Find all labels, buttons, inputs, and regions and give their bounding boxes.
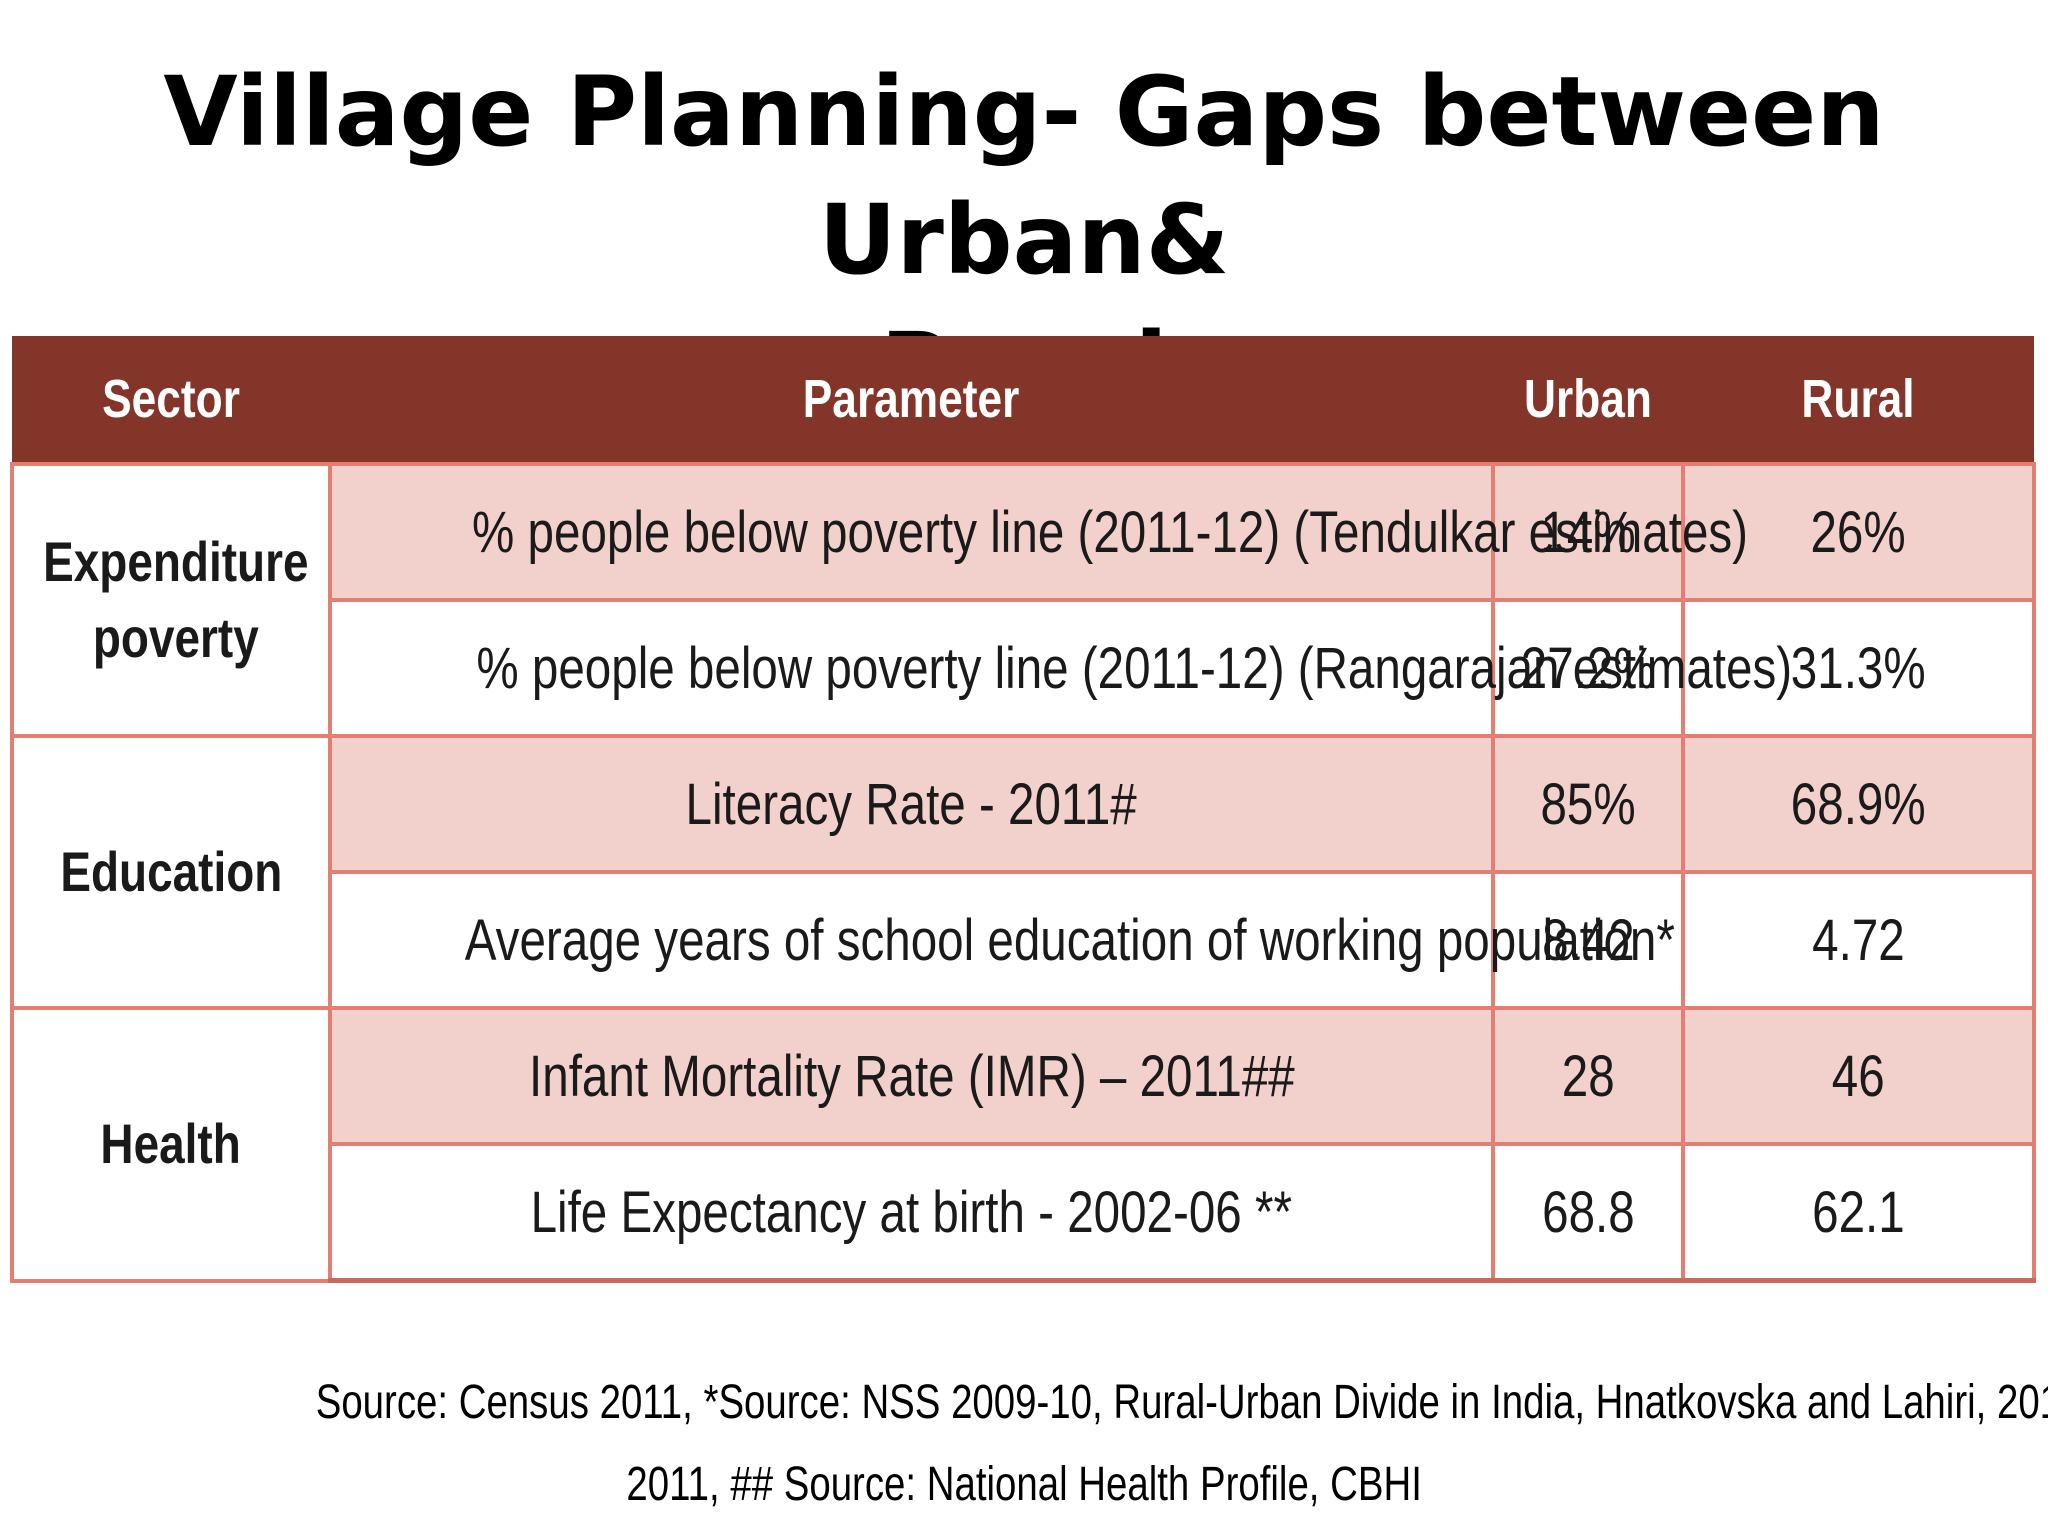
sector-education: Education <box>10 734 332 1010</box>
table-row: Education Literacy Rate - 2011# 85% 68.9… <box>10 734 2036 1010</box>
rural-value-cell: 68.9% <box>1681 734 2036 874</box>
rural-value-cell: 62.1 <box>1681 1142 2036 1283</box>
parameter-cell: Infant Mortality Rate (IMR) – 2011## <box>328 1006 1495 1146</box>
header-urban: Urban <box>1493 336 1683 464</box>
table-row: Health Infant Mortality Rate (IMR) – 201… <box>10 1006 2036 1283</box>
table-row: Average years of school education of wor… <box>12 870 2036 1010</box>
source-note: Source: Census 2011, *Source: NSS 2009-1… <box>0 1362 2048 1526</box>
table-header-row: Sector Parameter Urban Rural <box>12 336 2034 464</box>
slide-title-line1: Village Planning- Gaps between Urban& <box>163 56 1885 296</box>
rural-value-cell: 46 <box>1681 1006 2036 1146</box>
parameter-cell: % people below poverty line (2011-12) (T… <box>328 462 1748 602</box>
urban-value-cell: 85% <box>1491 734 1685 874</box>
urban-value-cell: 14% <box>1491 462 1685 602</box>
source-note-line2: 2011, ## Source: National Health Profile… <box>626 1458 1422 1511</box>
rural-value-cell: 4.72 <box>1681 870 2036 1010</box>
parameter-cell: Life Expectancy at birth - 2002-06 ** <box>328 1142 1495 1283</box>
sector-expenditure-poverty: Expenditure poverty <box>10 462 332 738</box>
urban-value-cell: 28 <box>1491 1006 1685 1146</box>
header-rural: Rural <box>1683 336 2034 464</box>
urban-rural-gap-table: Sector Parameter Urban Rural Expenditure… <box>10 336 2036 1283</box>
parameter-cell: Average years of school education of wor… <box>328 870 1675 1010</box>
urban-value-cell: 27.2% <box>1491 598 1685 738</box>
source-note-line1: Source: Census 2011, *Source: NSS 2009-1… <box>315 1376 2048 1429</box>
urban-value-cell: 8.42 <box>1491 870 1685 1010</box>
rural-value-cell: 31.3% <box>1681 598 2036 738</box>
parameter-cell: Literacy Rate - 2011# <box>328 734 1495 874</box>
sector-health: Health <box>10 1006 332 1283</box>
parameter-cell: % people below poverty line (2011-12) (R… <box>328 598 1792 738</box>
header-parameter: Parameter <box>330 336 1493 464</box>
header-sector: Sector <box>12 336 330 464</box>
rural-value-cell: 26% <box>1681 462 2036 602</box>
table-row: Expenditure poverty % people below pover… <box>10 462 2036 738</box>
slide-title: Village Planning- Gaps between Urban& Ru… <box>0 48 2048 432</box>
table-row: Life Expectancy at birth - 2002-06 ** 68… <box>12 1142 2036 1283</box>
table-row: % people below poverty line (2011-12) (R… <box>12 598 2036 738</box>
urban-value-cell: 68.8 <box>1491 1142 1685 1283</box>
